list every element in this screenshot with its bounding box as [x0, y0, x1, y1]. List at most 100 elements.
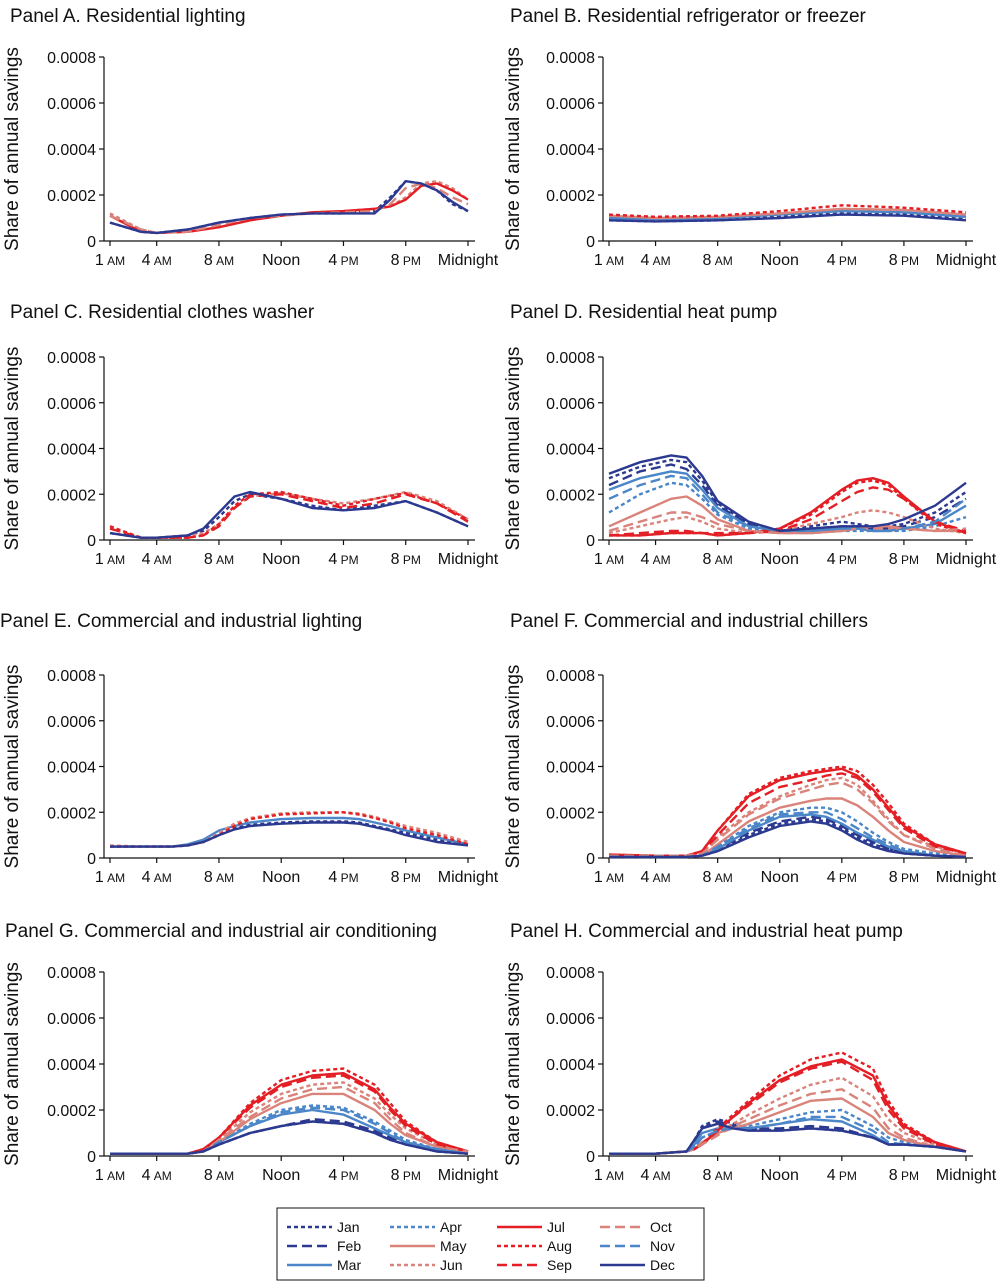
series-line-aug	[609, 479, 967, 537]
legend-label: Dec	[650, 1257, 675, 1273]
x-tick-label: 8 PM	[889, 869, 919, 886]
series-line-sep	[609, 772, 967, 857]
panel-title: Panel D. Residential heat pump	[510, 302, 777, 323]
legend-item-dec: Dec	[600, 1257, 675, 1273]
panel-title: Panel B. Residential refrigerator or fre…	[510, 6, 867, 27]
series-line-sep	[109, 493, 469, 539]
panel-2: Panel B. Residential refrigerator or fre…	[503, 6, 997, 269]
x-tick-label: 8 AM	[204, 252, 234, 269]
series-line-jan	[110, 820, 469, 848]
legend: Jan Feb Mar Apr May Jun Jul Aug Sep Oct Nov Dec	[276, 1207, 705, 1281]
x-tick-label: 1 AM	[95, 551, 125, 568]
x-tick-label: 1 AM	[594, 1167, 624, 1184]
y-tick-label: 0.0008	[546, 350, 595, 367]
panel-1: Panel A. Residential lighting 0 0.0002 0.00…	[2, 6, 499, 269]
y-axis-title: Share of annual savings	[2, 665, 23, 869]
x-tick-label: 4 AM	[142, 869, 172, 886]
x-tick-label: 4 PM	[328, 1167, 358, 1184]
series-line-may	[609, 797, 967, 859]
x-tick-label: Noon	[262, 869, 300, 886]
x-tick-label: Midnight	[438, 252, 499, 269]
y-tick-label: 0.0002	[546, 1103, 595, 1120]
series-line-jun	[109, 811, 469, 848]
legend-label: Nov	[650, 1238, 675, 1254]
y-tick-label: 0.0008	[546, 965, 595, 982]
x-tick-label: Midnight	[936, 252, 997, 269]
legend-item-jan: Jan	[287, 1219, 360, 1235]
y-tick-label: 0.0004	[546, 142, 595, 159]
series-line-dec	[109, 179, 469, 235]
x-tick-label: 8 AM	[703, 252, 733, 269]
y-tick-label: 0.0006	[546, 96, 595, 113]
x-tick-label: Noon	[761, 1167, 799, 1184]
x-tick-label: 8 AM	[703, 869, 733, 886]
y-tick-label: 0.0008	[47, 350, 96, 367]
x-tick-label: 4 PM	[328, 551, 358, 568]
y-tick-label: 0.0008	[546, 668, 595, 685]
series-line-dec	[609, 820, 967, 859]
series-line-jan	[608, 458, 967, 533]
legend-label: Feb	[337, 1238, 361, 1254]
series-line-jun	[109, 179, 469, 235]
panel-8: Panel H. Commercial and industrial heat …	[503, 921, 997, 1184]
y-axis-title: Share of annual savings	[503, 962, 524, 1166]
series-line-dec	[609, 1122, 967, 1155]
x-tick-label: Noon	[262, 551, 300, 568]
x-tick-label: 4 AM	[640, 551, 670, 568]
x-tick-label: Midnight	[936, 1167, 997, 1184]
legend-item-aug: Aug	[497, 1238, 572, 1254]
series-line-feb	[609, 1120, 967, 1155]
panel-5: Panel E. Commercial and industrial light…	[0, 611, 499, 886]
x-tick-label: Noon	[262, 252, 300, 269]
series-line-dec	[110, 821, 469, 848]
y-tick-label: 0.0006	[47, 96, 96, 113]
y-tick-label: 0.0004	[546, 760, 595, 777]
y-tick-label: 0.0002	[47, 487, 96, 504]
x-tick-label: Noon	[262, 1167, 300, 1184]
x-tick-label: 1 AM	[594, 551, 624, 568]
y-tick-label: 0.0004	[546, 442, 595, 459]
x-tick-label: 8 PM	[391, 252, 421, 269]
x-tick-label: 4 AM	[640, 869, 670, 886]
y-tick-label: 0.0002	[546, 805, 595, 822]
legend-item-may: May	[390, 1238, 466, 1254]
panel-4: Panel D. Residential heat pump 0 0.0002 0.0…	[503, 302, 997, 568]
y-tick-label: 0	[87, 533, 96, 550]
x-tick-label: 4 AM	[640, 252, 670, 269]
y-tick-label: 0	[586, 533, 595, 550]
panel-3: Panel C. Residential clothes washer 0 0.00…	[2, 302, 499, 568]
series-line-oct	[609, 781, 967, 857]
y-tick-label: 0.0004	[47, 442, 96, 459]
x-tick-label: Midnight	[936, 869, 997, 886]
panel-title: Panel F. Commercial and industrial chill…	[510, 611, 868, 632]
x-tick-label: 8 PM	[391, 869, 421, 886]
x-tick-label: 4 PM	[827, 1167, 857, 1184]
y-tick-label: 0	[586, 1149, 595, 1166]
y-tick-label: 0.0008	[47, 668, 96, 685]
series-line-dec	[110, 1120, 469, 1155]
x-tick-label: Noon	[761, 869, 799, 886]
y-tick-label: 0.0006	[546, 714, 595, 731]
y-tick-label: 0.0006	[47, 396, 96, 413]
panels: Panel A. Residential lighting 0 0.0002 0.00…	[0, 6, 997, 1184]
series-line-jul	[109, 182, 469, 235]
legend-item-oct: Oct	[600, 1219, 672, 1235]
legend-frame	[276, 1207, 705, 1281]
y-tick-label: 0.0006	[47, 1011, 96, 1028]
legend-label: Jul	[547, 1219, 565, 1235]
panel-title: Panel A. Residential lighting	[10, 6, 246, 27]
y-tick-label: 0.0008	[47, 50, 96, 67]
x-tick-label: 4 PM	[328, 869, 358, 886]
y-tick-label: 0.0002	[47, 805, 96, 822]
y-axis-title: Share of annual savings	[2, 962, 23, 1166]
legend-label: Jun	[440, 1257, 463, 1273]
legend-item-jun: Jun	[390, 1257, 463, 1273]
series-line-dec	[608, 454, 967, 533]
legend-label: Aug	[547, 1238, 572, 1254]
x-tick-label: Midnight	[438, 1167, 499, 1184]
x-tick-label: 4 AM	[142, 551, 172, 568]
panel-title: Panel E. Commercial and industrial light…	[0, 611, 362, 632]
panel-title: Panel G. Commercial and industrial air c…	[5, 921, 437, 942]
series-line-aug	[109, 490, 469, 539]
